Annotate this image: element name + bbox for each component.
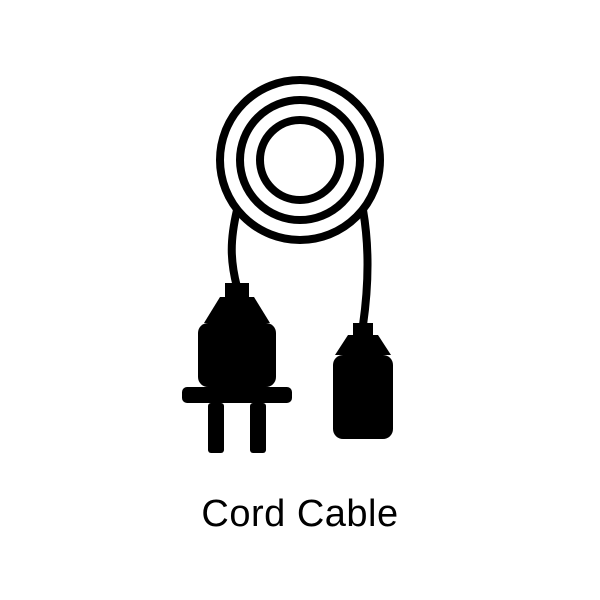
- icon-card: Cord Cable: [0, 0, 600, 600]
- cord-cable-icon: [120, 65, 480, 485]
- icon-caption: Cord Cable: [201, 493, 398, 536]
